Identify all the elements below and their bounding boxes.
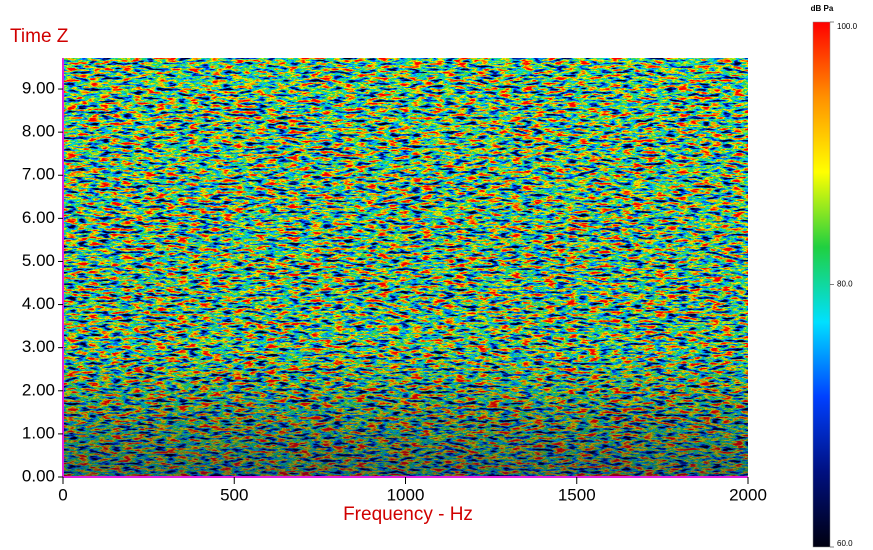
y-tick-label: 9.00 [22, 79, 55, 98]
colorbar-title: dB Pa [811, 4, 834, 13]
heatmap-shade [63, 58, 748, 477]
y-tick-label: 0.00 [22, 466, 55, 485]
y-tick-label: 4.00 [22, 294, 55, 313]
y-tick-label: 2.00 [22, 380, 55, 399]
y-tick-label: 1.00 [22, 423, 55, 442]
x-tick-label: 2000 [729, 485, 767, 504]
colorbar [812, 21, 831, 548]
x-tick-label: 1500 [558, 485, 596, 504]
colorbar-tick-label: 60.0 [837, 539, 853, 548]
y-tick-label: 8.00 [22, 122, 55, 141]
x-axis-title: Frequency - Hz [343, 504, 473, 525]
colorbar-tick-label: 80.0 [837, 280, 853, 289]
y-tick-label: 5.00 [22, 251, 55, 270]
y-tick-label: 3.00 [22, 337, 55, 356]
colorbar-tick-label: 100.0 [837, 22, 858, 31]
y-tick-label: 6.00 [22, 208, 55, 227]
y-tick-label: 7.00 [22, 165, 55, 184]
spectrogram [63, 58, 748, 477]
x-tick-label: 0 [58, 485, 67, 504]
x-tick-label: 500 [220, 485, 248, 504]
y-axis-title: Time Z [10, 26, 69, 47]
x-tick-label: 1000 [387, 485, 425, 504]
